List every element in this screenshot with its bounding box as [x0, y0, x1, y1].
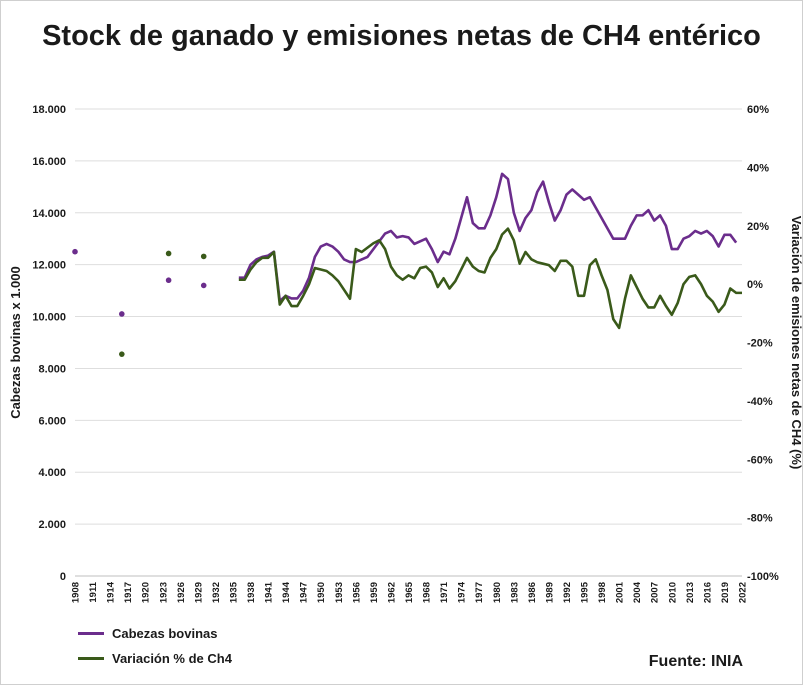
x-tick-label: 1908 — [71, 582, 82, 603]
chart-title: Stock de ganado y emisiones netas de CH4… — [42, 20, 761, 52]
x-tick-label: 1947 — [299, 582, 310, 603]
right-axis-ticks: -100% -80% -60% -40% -20% 0% 20% 40% 60% — [747, 104, 779, 583]
y-axis-label: Cabezas bovinas x 1.000 — [8, 266, 23, 418]
x-tick-label: 1995 — [580, 581, 591, 603]
series-line-2 — [238, 227, 742, 330]
y-tick-label: 14.000 — [32, 208, 66, 220]
x-tick-label: 2013 — [685, 582, 696, 603]
x-tick-label: 1950 — [316, 582, 327, 603]
data-point-series-2 — [200, 253, 207, 260]
data-point-series-1 — [200, 282, 207, 289]
x-tick-label: 1989 — [544, 582, 555, 603]
data-point-series-2 — [165, 250, 172, 257]
gridlines — [75, 108, 742, 525]
x-tick-label: 1974 — [457, 581, 468, 603]
y2-tick-label: 40% — [747, 162, 769, 174]
x-tick-label: 1938 — [246, 582, 257, 603]
x-tick-label: 1929 — [193, 582, 204, 603]
y-tick-label: 6.000 — [38, 415, 66, 427]
x-tick-label: 2010 — [667, 582, 678, 603]
legend-label-ch4: Variación % de Ch4 — [112, 651, 232, 666]
x-axis-ticks: 1908 1911 1914 1917 1920 1923 1926 1929 1932 1935… — [71, 581, 749, 603]
x-tick-label: 2016 — [702, 582, 713, 603]
x-tick-label: 1971 — [439, 581, 450, 603]
x-tick-label: 2001 — [615, 581, 626, 603]
y2-tick-label: -80% — [747, 513, 773, 525]
x-tick-label: 1980 — [492, 582, 503, 603]
source-note: Fuente: INIA — [648, 653, 743, 670]
x-tick-label: 1998 — [597, 582, 608, 603]
y2-tick-label: 60% — [747, 104, 769, 116]
data-point-series-1 — [165, 277, 172, 284]
x-tick-label: 2019 — [720, 582, 731, 603]
x-tick-label: 1941 — [264, 581, 275, 603]
x-tick-label: 1953 — [334, 582, 345, 603]
x-tick-label: 1926 — [176, 582, 187, 603]
data-point-series-1 — [72, 248, 78, 255]
x-tick-label: 1956 — [351, 582, 362, 603]
x-tick-label: 2022 — [738, 582, 749, 603]
data-point-series-2 — [119, 351, 125, 357]
x-tick-label: 1944 — [281, 581, 292, 603]
y2-tick-label: -60% — [747, 454, 773, 466]
data-point-series-1 — [119, 311, 125, 317]
x-tick-label: 1911 — [88, 581, 99, 602]
x-tick-label: 1920 — [141, 582, 152, 603]
y-tick-label: 12.000 — [32, 260, 66, 272]
x-tick-label: 1992 — [562, 582, 573, 603]
y2-axis-label: Variación de emisiones netas de CH4 (%) — [789, 216, 803, 470]
series-line-1 — [238, 172, 738, 303]
y-tick-label: 16.000 — [32, 156, 66, 168]
x-tick-label: 1914 — [106, 581, 117, 603]
x-tick-label: 1932 — [211, 582, 222, 603]
x-tick-label: 1977 — [474, 582, 485, 603]
series-layer — [72, 172, 742, 357]
x-tick-label: 2007 — [650, 582, 661, 603]
x-tick-label: 1962 — [386, 582, 397, 603]
x-tick-label: 1935 — [228, 581, 239, 603]
y-tick-label: 2.000 — [38, 519, 66, 531]
y-tick-label: 8.000 — [38, 363, 66, 375]
y2-tick-label: 0% — [747, 279, 763, 291]
x-tick-label: 1923 — [158, 582, 169, 603]
y-tick-label: 18.000 — [32, 104, 66, 116]
x-tick-label: 1968 — [422, 582, 433, 603]
left-axis-ticks: 0 2.000 4.000 6.000 8.000 10.000 12.000 14.000 1… — [32, 104, 66, 583]
legend-swatch-green — [78, 657, 104, 660]
x-tick-label: 1965 — [404, 581, 415, 603]
y2-tick-label: -40% — [747, 396, 773, 408]
y2-tick-label: -20% — [747, 338, 773, 350]
x-tick-label: 1917 — [123, 582, 134, 603]
legend-item-cabezas: Cabezas bovinas — [78, 626, 218, 641]
y-tick-label: 4.000 — [38, 467, 66, 479]
y2-tick-label: -100% — [747, 571, 779, 583]
legend-label-cabezas: Cabezas bovinas — [112, 626, 218, 641]
y-tick-label: 10.000 — [32, 312, 66, 324]
y-tick-label: 0 — [60, 571, 66, 583]
legend-swatch-purple — [78, 632, 104, 635]
x-tick-label: 1983 — [509, 582, 520, 603]
x-tick-label: 2004 — [632, 581, 643, 603]
y2-tick-label: 20% — [747, 221, 769, 233]
x-tick-label: 1959 — [369, 582, 380, 603]
legend-item-ch4: Variación % de Ch4 — [78, 651, 232, 666]
x-tick-label: 1986 — [527, 582, 538, 603]
